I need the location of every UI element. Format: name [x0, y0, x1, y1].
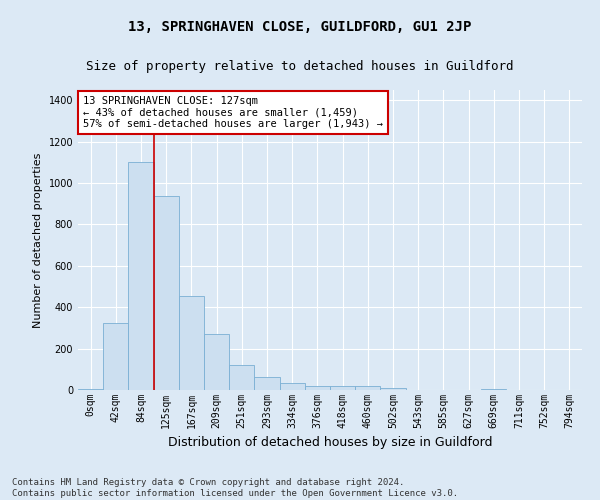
Text: Contains HM Land Registry data © Crown copyright and database right 2024.
Contai: Contains HM Land Registry data © Crown c… [12, 478, 458, 498]
Bar [229, 365, 254, 390]
Bar [280, 383, 305, 390]
Bar [305, 386, 330, 390]
Y-axis label: Number of detached properties: Number of detached properties [33, 152, 43, 328]
Bar [154, 196, 179, 390]
Text: 13 SPRINGHAVEN CLOSE: 127sqm
← 43% of detached houses are smaller (1,459)
57% of: 13 SPRINGHAVEN CLOSE: 127sqm ← 43% of de… [83, 96, 383, 129]
Bar [380, 388, 406, 390]
Bar [204, 334, 229, 390]
Bar [179, 296, 204, 390]
Bar [254, 376, 280, 390]
Text: Size of property relative to detached houses in Guildford: Size of property relative to detached ho… [86, 60, 514, 73]
Bar [481, 389, 506, 390]
Bar [330, 386, 355, 390]
Bar [78, 389, 103, 390]
Bar [355, 386, 380, 390]
X-axis label: Distribution of detached houses by size in Guildford: Distribution of detached houses by size … [168, 436, 492, 450]
Bar [103, 323, 128, 390]
Bar [128, 162, 154, 390]
Text: 13, SPRINGHAVEN CLOSE, GUILDFORD, GU1 2JP: 13, SPRINGHAVEN CLOSE, GUILDFORD, GU1 2J… [128, 20, 472, 34]
